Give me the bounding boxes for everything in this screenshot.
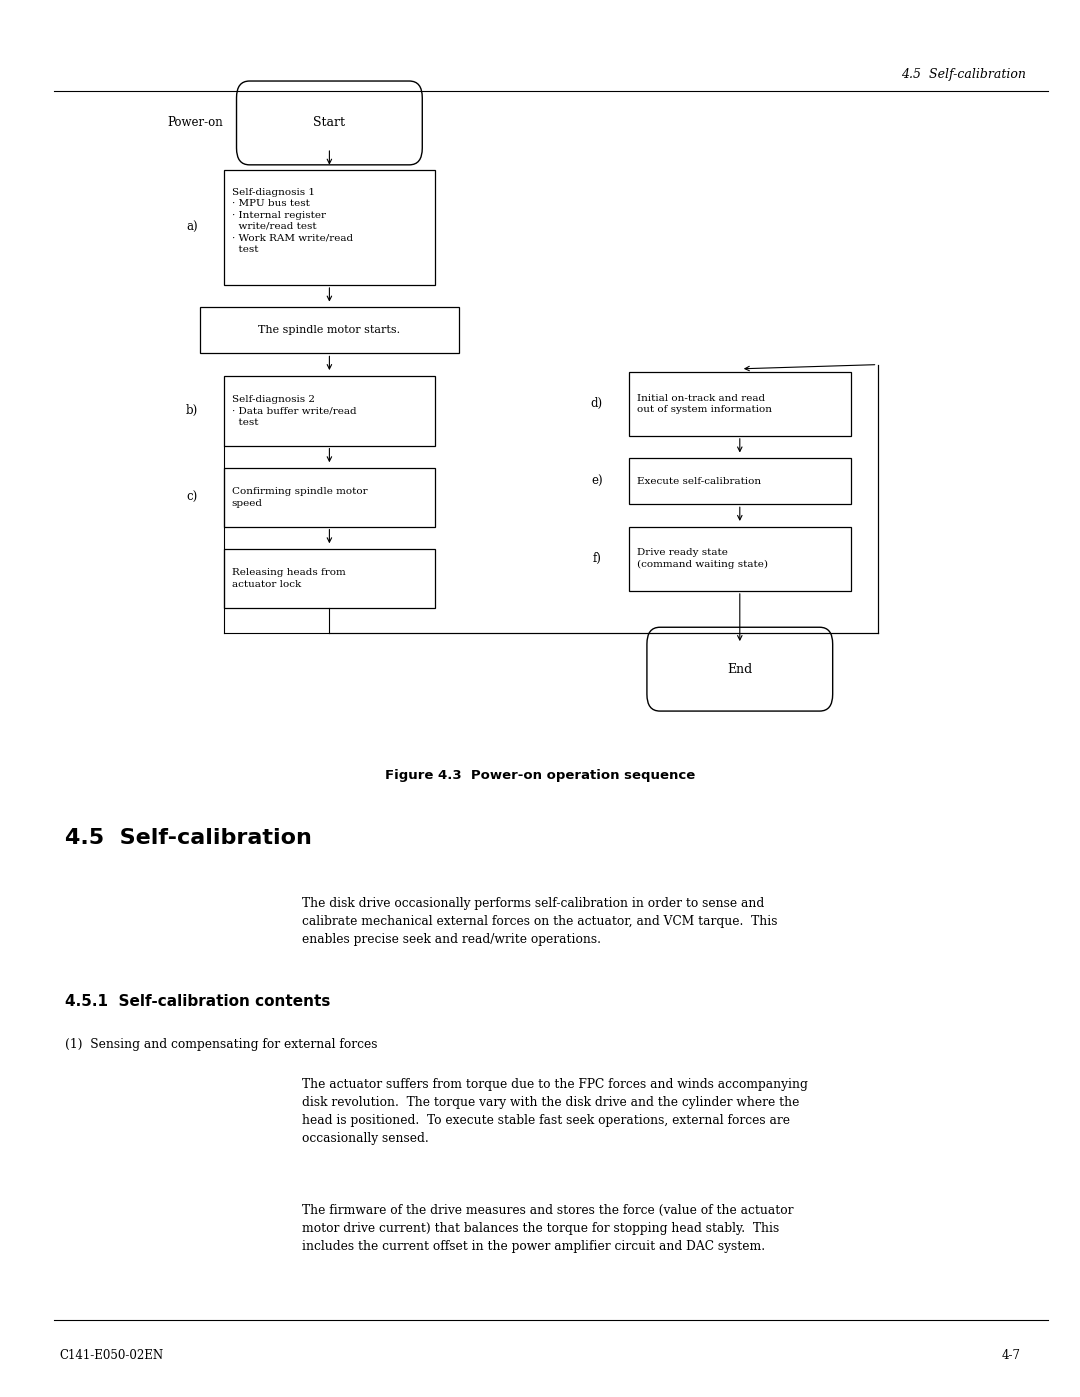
Text: b): b) bbox=[186, 404, 198, 418]
Bar bbox=[225, 468, 434, 527]
Text: 4.5  Self-calibration: 4.5 Self-calibration bbox=[901, 68, 1026, 81]
Text: Figure 4.3  Power-on operation sequence: Figure 4.3 Power-on operation sequence bbox=[384, 768, 696, 782]
Text: 4.5  Self-calibration: 4.5 Self-calibration bbox=[65, 828, 312, 848]
Text: 4.5.1  Self-calibration contents: 4.5.1 Self-calibration contents bbox=[65, 995, 330, 1009]
Text: The firmware of the drive measures and stores the force (value of the actuator
m: The firmware of the drive measures and s… bbox=[302, 1204, 794, 1253]
Bar bbox=[629, 458, 851, 504]
FancyBboxPatch shape bbox=[237, 81, 422, 165]
Text: C141-E050-02EN: C141-E050-02EN bbox=[59, 1348, 163, 1362]
Text: Start: Start bbox=[313, 116, 346, 130]
Bar bbox=[225, 376, 434, 446]
Text: (1)  Sensing and compensating for external forces: (1) Sensing and compensating for externa… bbox=[65, 1038, 377, 1052]
Text: Execute self-calibration: Execute self-calibration bbox=[637, 476, 760, 486]
Text: The disk drive occasionally performs self-calibration in order to sense and
cali: The disk drive occasionally performs sel… bbox=[302, 897, 778, 946]
Text: f): f) bbox=[592, 552, 602, 566]
Bar bbox=[225, 170, 434, 285]
Text: a): a) bbox=[186, 221, 198, 235]
Bar bbox=[200, 307, 459, 353]
Text: End: End bbox=[727, 662, 753, 676]
Text: 4-7: 4-7 bbox=[1001, 1348, 1021, 1362]
Text: e): e) bbox=[591, 475, 603, 488]
Text: Drive ready state
(command waiting state): Drive ready state (command waiting state… bbox=[637, 549, 768, 569]
Text: Power-on: Power-on bbox=[167, 116, 224, 130]
Bar bbox=[629, 527, 851, 591]
Text: Self-diagnosis 1
· MPU bus test
· Internal register
  write/read test
· Work RAM: Self-diagnosis 1 · MPU bus test · Intern… bbox=[231, 187, 353, 254]
Text: Initial on-track and read
out of system information: Initial on-track and read out of system … bbox=[637, 394, 772, 414]
Bar bbox=[629, 372, 851, 436]
Text: d): d) bbox=[591, 397, 603, 411]
Text: The actuator suffers from torque due to the FPC forces and winds accompanying
di: The actuator suffers from torque due to … bbox=[302, 1078, 808, 1146]
Text: c): c) bbox=[186, 490, 198, 504]
Text: Self-diagnosis 2
· Data buffer write/read
  test: Self-diagnosis 2 · Data buffer write/rea… bbox=[231, 395, 356, 426]
Text: Releasing heads from
actuator lock: Releasing heads from actuator lock bbox=[231, 569, 346, 588]
Bar bbox=[225, 549, 434, 608]
Text: The spindle motor starts.: The spindle motor starts. bbox=[258, 326, 401, 335]
FancyBboxPatch shape bbox=[647, 627, 833, 711]
Text: Confirming spindle motor
speed: Confirming spindle motor speed bbox=[231, 488, 367, 507]
